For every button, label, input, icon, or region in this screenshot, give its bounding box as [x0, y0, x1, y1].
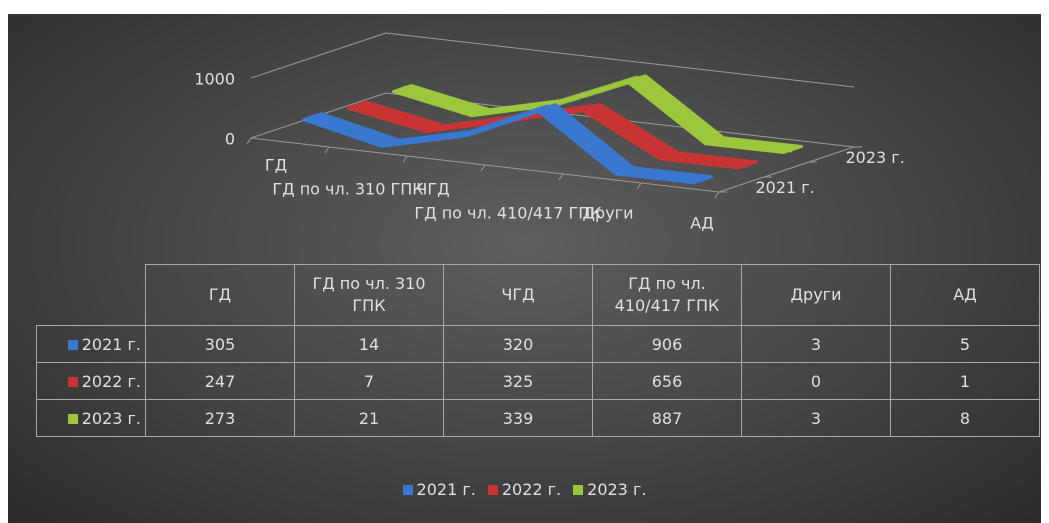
y-tick-label: 1000: [194, 70, 235, 89]
legend-key: [67, 413, 78, 424]
grid-line: [250, 32, 855, 88]
legend-key: [487, 485, 498, 495]
x-tick-label: ГД: [265, 156, 287, 175]
cell-value: 3: [741, 325, 891, 363]
depth-label: 2021 г.: [756, 178, 815, 197]
column-header: ГД: [145, 264, 295, 326]
cell-value: 3: [741, 399, 891, 437]
header-row: ГД ГД по чл. 310 ГПК ЧГД ГД по чл. 410/417 …: [36, 264, 1040, 326]
x-tick: [324, 146, 330, 154]
row-label: 2021 г.: [81, 334, 141, 354]
data-table: ГД ГД по чл. 310 ГПК ЧГД ГД по чл. 410/417 …: [36, 264, 1040, 437]
data-row: 2023 г. 273 21 339 887 3 8: [36, 399, 1040, 437]
cell-value: 656: [592, 362, 742, 400]
legend-item: 2021 г.: [402, 480, 476, 499]
x-tick-label: АД: [690, 214, 713, 233]
cell-value: 325: [443, 362, 593, 400]
column-header: ЧГД: [443, 264, 593, 326]
cell-value: 320: [443, 325, 593, 363]
cell-value: 0: [741, 362, 891, 400]
cell-value: 247: [145, 362, 295, 400]
cell-value: 1: [890, 362, 1040, 400]
legend-label: 2022 г.: [501, 480, 562, 499]
row-label: 2022 г.: [81, 371, 141, 391]
x-tick-label: Други: [583, 204, 634, 223]
x-tick: [246, 137, 252, 145]
x-tick: [480, 164, 486, 172]
cell-value: 7: [294, 362, 444, 400]
legend-key: [67, 339, 78, 350]
corner: [36, 264, 146, 326]
column-header: ГД по чл. 310 ГПК: [294, 264, 444, 326]
cell-value: 887: [592, 399, 742, 437]
cell-value: 906: [592, 325, 742, 363]
cell-value: 339: [443, 399, 593, 437]
legend-item: 2023 г.: [573, 480, 646, 499]
legend: 2021 г. 2022 г. 2023 г.: [8, 480, 1041, 499]
row-label: 2023 г.: [81, 408, 141, 428]
legend-label: 2023 г.: [587, 480, 647, 499]
x-tick-label: ГД по чл. 310 ГПК: [272, 180, 424, 199]
x-tick: [714, 191, 720, 199]
x-tick: [636, 182, 642, 190]
cell-value: 273: [145, 399, 295, 437]
row-header: 2021 г.: [36, 325, 146, 363]
cell-value: 8: [890, 399, 1040, 437]
legend-key: [573, 485, 584, 495]
x-tick-label: ГД по чл. 410/417 ГПК: [414, 204, 602, 223]
row-header: 2022 г.: [36, 362, 146, 400]
x-tick-label: ЧГД: [416, 180, 449, 199]
column-header: ГД по чл. 410/417 ГПК: [592, 264, 742, 326]
depth-label: 2023 г.: [846, 148, 905, 167]
column-header: АД: [890, 264, 1040, 326]
cell-value: 5: [890, 325, 1040, 363]
row-header: 2023 г.: [36, 399, 146, 437]
legend-key: [67, 376, 78, 387]
cell-value: 14: [294, 325, 444, 363]
cell-value: 305: [145, 325, 295, 363]
legend-item: 2022 г.: [487, 480, 562, 499]
series-line: [401, 75, 793, 153]
data-row: 2022 г. 247 7 325 656 0 1: [36, 362, 1040, 400]
x-tick: [558, 173, 564, 181]
legend-key: [402, 485, 413, 495]
legend-label: 2021 г.: [416, 480, 476, 499]
series-line: [311, 104, 703, 183]
column-header: Други: [741, 264, 891, 326]
chart-panel: 0 1000 ГД ГД по чл. 310 ГПК ЧГД ГД по чл. 410…: [8, 14, 1041, 523]
y-tick-label: 0: [225, 130, 235, 149]
x-tick: [402, 155, 408, 163]
data-row: 2021 г. 305 14 320 906 3 5: [36, 325, 1040, 363]
cell-value: 21: [294, 399, 444, 437]
